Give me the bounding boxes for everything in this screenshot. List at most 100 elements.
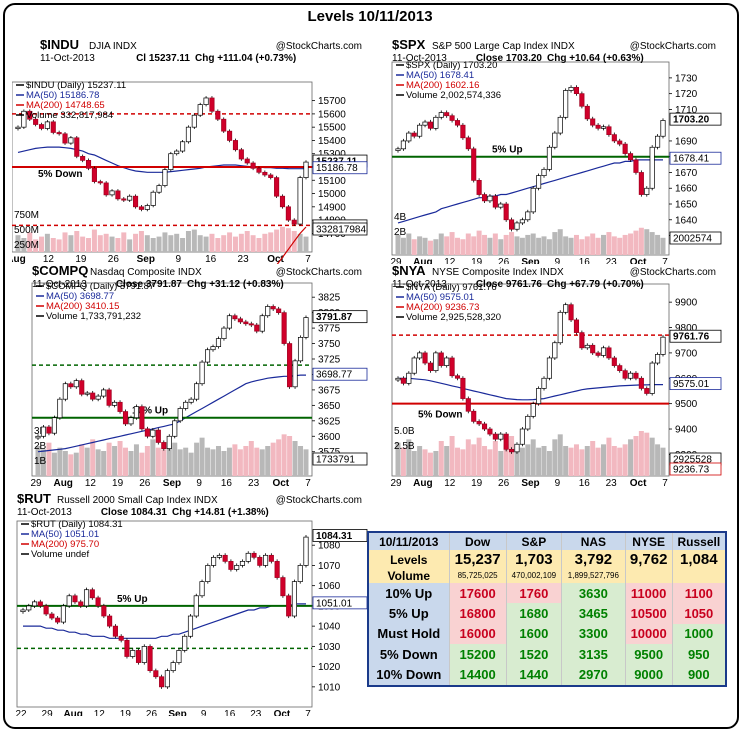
x-tick-label: 29 bbox=[30, 478, 42, 488]
table-levels-row: Levels 15,237 1,703 3,792 9,762 1,084 bbox=[368, 550, 727, 569]
volume-bar bbox=[487, 237, 493, 255]
volume-bar bbox=[303, 236, 309, 252]
volume-bar bbox=[298, 446, 304, 476]
volume-bar bbox=[660, 237, 666, 255]
candle-body bbox=[183, 401, 189, 409]
candle-body bbox=[245, 552, 251, 562]
candle-body bbox=[449, 115, 455, 121]
volume-bar bbox=[498, 451, 504, 476]
candle-body bbox=[530, 187, 536, 213]
candle-body bbox=[133, 195, 139, 208]
x-tick-label: 7 bbox=[305, 254, 311, 264]
volume-bar bbox=[595, 447, 601, 476]
volume-bar bbox=[406, 439, 412, 476]
volume-bar bbox=[465, 439, 471, 476]
price-tag-label: 3791.87 bbox=[316, 312, 353, 323]
candle-body bbox=[422, 121, 428, 126]
volume-bar bbox=[460, 239, 466, 255]
candle-body bbox=[606, 347, 612, 359]
volume-bar bbox=[250, 235, 256, 252]
volume-bar bbox=[579, 449, 585, 476]
chart-change: Chg +14.81 (+1.38%) bbox=[172, 507, 269, 518]
volume-bar bbox=[633, 436, 639, 476]
volume-bar bbox=[68, 235, 74, 252]
candle-body bbox=[95, 597, 101, 607]
chart-change: Chg +67.79 (+0.70%) bbox=[547, 279, 644, 290]
candle-body bbox=[487, 428, 493, 435]
volume-bar bbox=[606, 437, 612, 476]
volume-bar bbox=[123, 447, 129, 476]
candle-body bbox=[279, 195, 286, 208]
volume-bar bbox=[256, 238, 262, 252]
volume-bar bbox=[46, 442, 52, 476]
chart-index-name: Russell 2000 Small Cap Index INDX bbox=[57, 495, 218, 506]
levels-table: 10/11/2013 Dow S&P NAS NYSE Russell Leve… bbox=[367, 531, 727, 687]
volume-bar bbox=[109, 236, 115, 252]
watermark: @StockCharts.com bbox=[276, 495, 362, 506]
candle-body bbox=[568, 304, 574, 321]
candle-body bbox=[262, 171, 268, 176]
candle-body bbox=[611, 357, 617, 366]
volume-bar bbox=[541, 446, 547, 476]
y-tick-label: 3725 bbox=[318, 355, 341, 366]
candle-body bbox=[101, 605, 107, 617]
candle-body bbox=[438, 352, 444, 366]
candle-body bbox=[254, 324, 260, 332]
volume-bar bbox=[177, 449, 183, 476]
candle-body bbox=[655, 354, 661, 364]
volume-bar bbox=[644, 229, 650, 255]
candle-body bbox=[454, 375, 461, 379]
legend-entry: MA(200) 1602.16 bbox=[406, 80, 479, 91]
candle-body bbox=[205, 349, 211, 363]
price-tag-box bbox=[669, 151, 722, 165]
chart-symbol: $SPX bbox=[392, 40, 426, 52]
candle-body bbox=[600, 126, 607, 129]
price-tag-box bbox=[312, 310, 368, 324]
legend-entry: MA(50) 1051.01 bbox=[31, 529, 99, 540]
x-tick-label: Aug bbox=[413, 478, 432, 488]
candle-body bbox=[509, 219, 515, 230]
candle-body bbox=[541, 377, 547, 389]
chart-symbol: $NYA bbox=[392, 266, 426, 278]
volume-bar bbox=[106, 442, 112, 476]
ma50-line bbox=[398, 377, 663, 401]
candle-body bbox=[471, 148, 477, 181]
candle-body bbox=[168, 153, 174, 170]
y-tick-label: 1670 bbox=[675, 168, 698, 179]
chart-symbol: $INDU bbox=[40, 40, 79, 52]
legend-entry: MA(50) 1678.41 bbox=[406, 70, 474, 81]
price-tag-box bbox=[669, 462, 722, 476]
table-row: 10% Down 14400 1440 2970 9000 900 bbox=[368, 664, 727, 686]
candle-body bbox=[449, 357, 455, 377]
candle-body bbox=[51, 417, 57, 434]
candle-body bbox=[21, 110, 27, 128]
volume-bar bbox=[199, 437, 205, 476]
candle-body bbox=[215, 338, 222, 347]
volume-bar bbox=[433, 239, 439, 255]
volume-bar bbox=[417, 446, 423, 476]
x-tick-label: 12 bbox=[43, 254, 55, 264]
volume-bar bbox=[660, 447, 666, 476]
x-tick-label: 19 bbox=[75, 254, 87, 264]
volume-bar bbox=[297, 233, 303, 252]
price-tag-label: 1733791 bbox=[316, 455, 355, 466]
y-tick-label: 1080 bbox=[318, 541, 341, 552]
price-tag-box bbox=[669, 377, 722, 391]
volume-bar bbox=[601, 444, 607, 476]
candle-body bbox=[579, 332, 585, 349]
ma50-line bbox=[37, 374, 306, 453]
candle-body bbox=[433, 352, 439, 372]
candle-body bbox=[655, 135, 661, 148]
x-tick-label: Aug bbox=[63, 709, 82, 716]
chart-index-name: Nasdaq Composite INDX bbox=[90, 267, 202, 278]
candle-body bbox=[37, 601, 43, 607]
x-tick-label: 9 bbox=[555, 257, 561, 264]
x-tick-label: 26 bbox=[108, 254, 120, 264]
plot-area bbox=[391, 61, 670, 256]
row-label: Volume bbox=[368, 568, 450, 583]
candle-body bbox=[471, 410, 477, 422]
table-header-cell: Russell bbox=[672, 532, 727, 551]
table-cell bbox=[672, 568, 727, 583]
candle-body bbox=[228, 561, 234, 570]
volume-bar bbox=[584, 236, 590, 255]
